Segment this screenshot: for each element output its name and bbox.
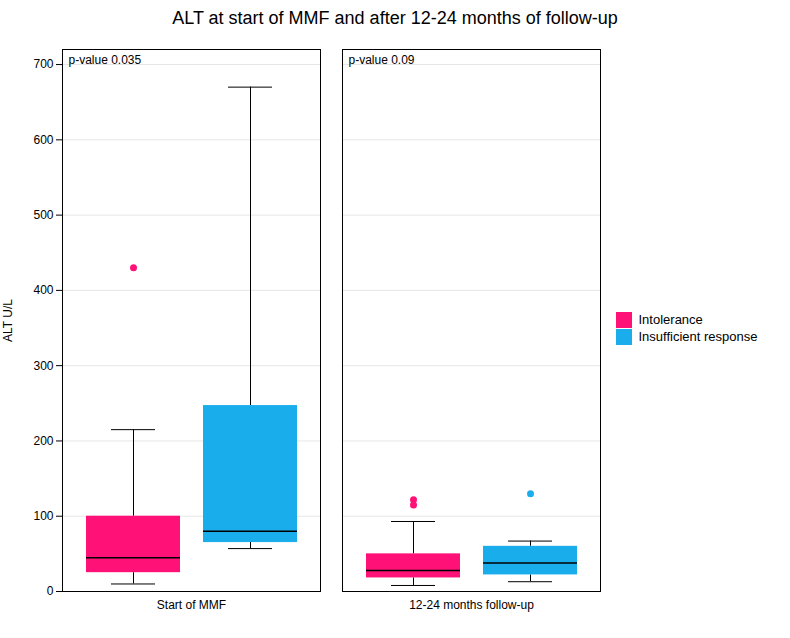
html-text:ALT at start of MMF and after: ALT at start of MMF and after 12-24 mont… [172,8,618,28]
svg-text:p-value 0.09: p-value 0.09 [349,53,415,67]
svg-text:12-24 months follow-up: 12-24 months follow-up [409,598,534,612]
html-text:Insufficient response: Insufficient response [638,329,758,345]
svg-text:500: 500 [33,208,53,222]
svg-text:200: 200 [33,434,53,448]
html-text:Intolerance: Intolerance [638,312,703,328]
svg-text:0: 0 [47,584,54,598]
svg-text:700: 700 [33,57,53,71]
svg-text:300: 300 [33,359,53,373]
svg-text:ALT U/L: ALT U/L [1,299,15,342]
svg-text:400: 400 [33,283,53,297]
svg-text:p-value 0.035: p-value 0.035 [69,53,142,67]
svg-text:Start of MMF: Start of MMF [157,598,226,612]
svg-text:600: 600 [33,133,53,147]
svg-text:100: 100 [33,509,53,523]
